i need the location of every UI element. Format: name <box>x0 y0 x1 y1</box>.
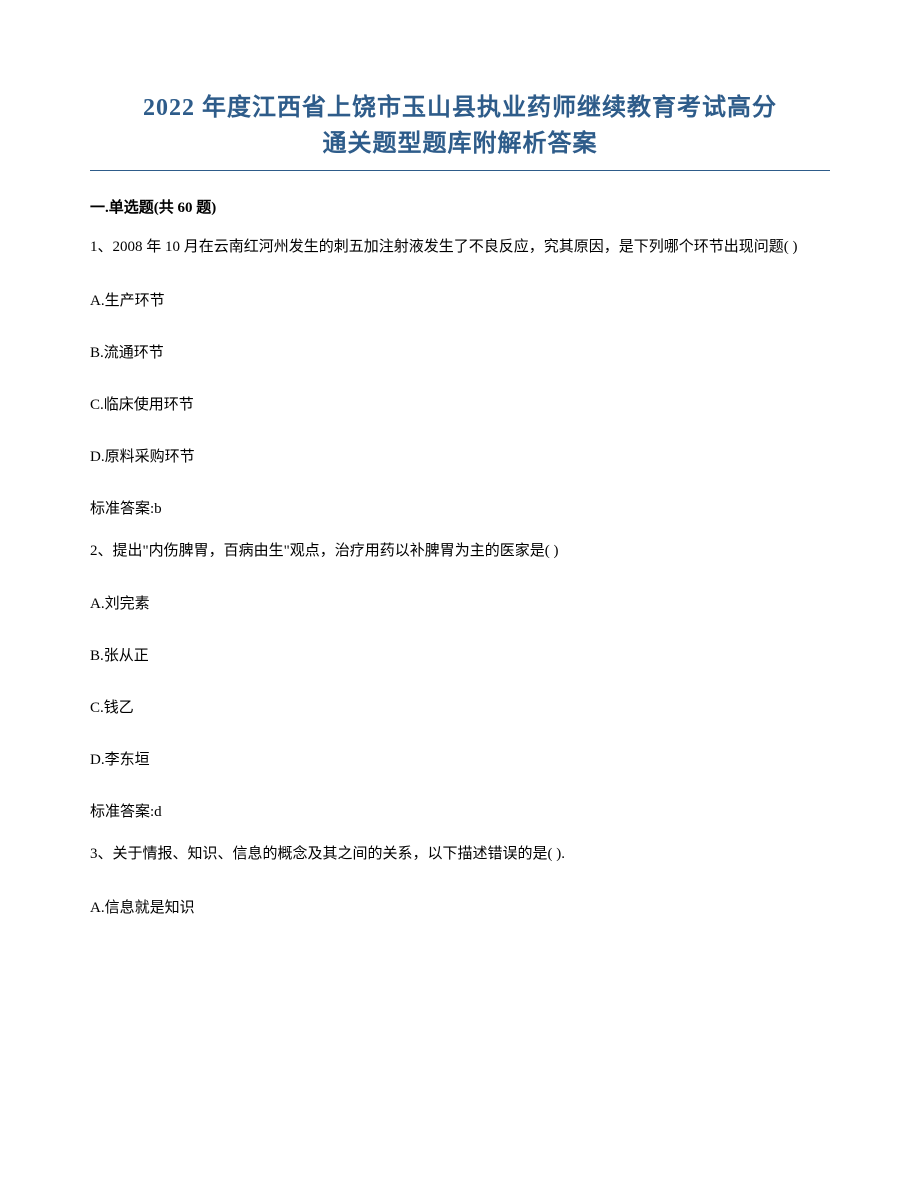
answer-value: b <box>154 501 162 517</box>
document-title-container: 2022 年度江西省上饶市玉山县执业药师继续教育考试高分 通关题型题库附解析答案 <box>90 90 830 162</box>
question-2-option-d: D.李东垣 <box>90 748 830 772</box>
option-label: D. <box>90 449 105 465</box>
option-label: B. <box>90 345 104 361</box>
question-1-number: 1、 <box>90 239 113 255</box>
question-3-body: 关于情报、知识、信息的概念及其之间的关系，以下描述错误的是( ). <box>113 846 566 862</box>
option-label: A. <box>90 900 105 916</box>
question-3-text: 3、关于情报、知识、信息的概念及其之间的关系，以下描述错误的是( ). <box>90 842 830 868</box>
option-text: 钱乙 <box>104 700 134 716</box>
answer-label: 标准答案: <box>90 804 154 820</box>
option-label: A. <box>90 596 105 612</box>
option-text: 流通环节 <box>104 345 164 361</box>
option-text: 生产环节 <box>105 293 165 309</box>
title-line-1: 2022 年度江西省上饶市玉山县执业药师继续教育考试高分 <box>90 90 830 126</box>
option-label: C. <box>90 700 104 716</box>
option-label: C. <box>90 397 104 413</box>
question-3-number: 3、 <box>90 846 113 862</box>
section-header: 一.单选题(共 60 题) <box>90 196 830 217</box>
option-text: 原料采购环节 <box>105 449 195 465</box>
option-text: 张从正 <box>104 648 149 664</box>
answer-label: 标准答案: <box>90 501 154 517</box>
question-2-option-b: B.张从正 <box>90 644 830 668</box>
question-1-option-d: D.原料采购环节 <box>90 445 830 469</box>
option-text: 临床使用环节 <box>104 397 194 413</box>
question-2-option-c: C.钱乙 <box>90 696 830 720</box>
option-label: B. <box>90 648 104 664</box>
question-3-option-a: A.信息就是知识 <box>90 896 830 920</box>
question-1-answer: 标准答案:b <box>90 497 830 521</box>
question-2-option-a: A.刘完素 <box>90 592 830 616</box>
question-1-body: 2008 年 10 月在云南红河州发生的刺五加注射液发生了不良反应，究其原因，是… <box>113 239 798 255</box>
question-1-option-b: B.流通环节 <box>90 341 830 365</box>
question-2-text: 2、提出"内伤脾胃，百病由生"观点，治疗用药以补脾胃为主的医家是( ) <box>90 539 830 565</box>
title-line-2: 通关题型题库附解析答案 <box>90 126 830 162</box>
question-2-body: 提出"内伤脾胃，百病由生"观点，治疗用药以补脾胃为主的医家是( ) <box>113 543 559 559</box>
answer-value: d <box>154 804 162 820</box>
question-1-text: 1、2008 年 10 月在云南红河州发生的刺五加注射液发生了不良反应，究其原因… <box>90 235 830 261</box>
title-underline <box>90 170 830 171</box>
question-2-answer: 标准答案:d <box>90 800 830 824</box>
question-2-number: 2、 <box>90 543 113 559</box>
question-1-option-a: A.生产环节 <box>90 289 830 313</box>
option-label: A. <box>90 293 105 309</box>
option-text: 李东垣 <box>105 752 150 768</box>
option-label: D. <box>90 752 105 768</box>
option-text: 刘完素 <box>105 596 150 612</box>
option-text: 信息就是知识 <box>105 900 195 916</box>
question-1-option-c: C.临床使用环节 <box>90 393 830 417</box>
